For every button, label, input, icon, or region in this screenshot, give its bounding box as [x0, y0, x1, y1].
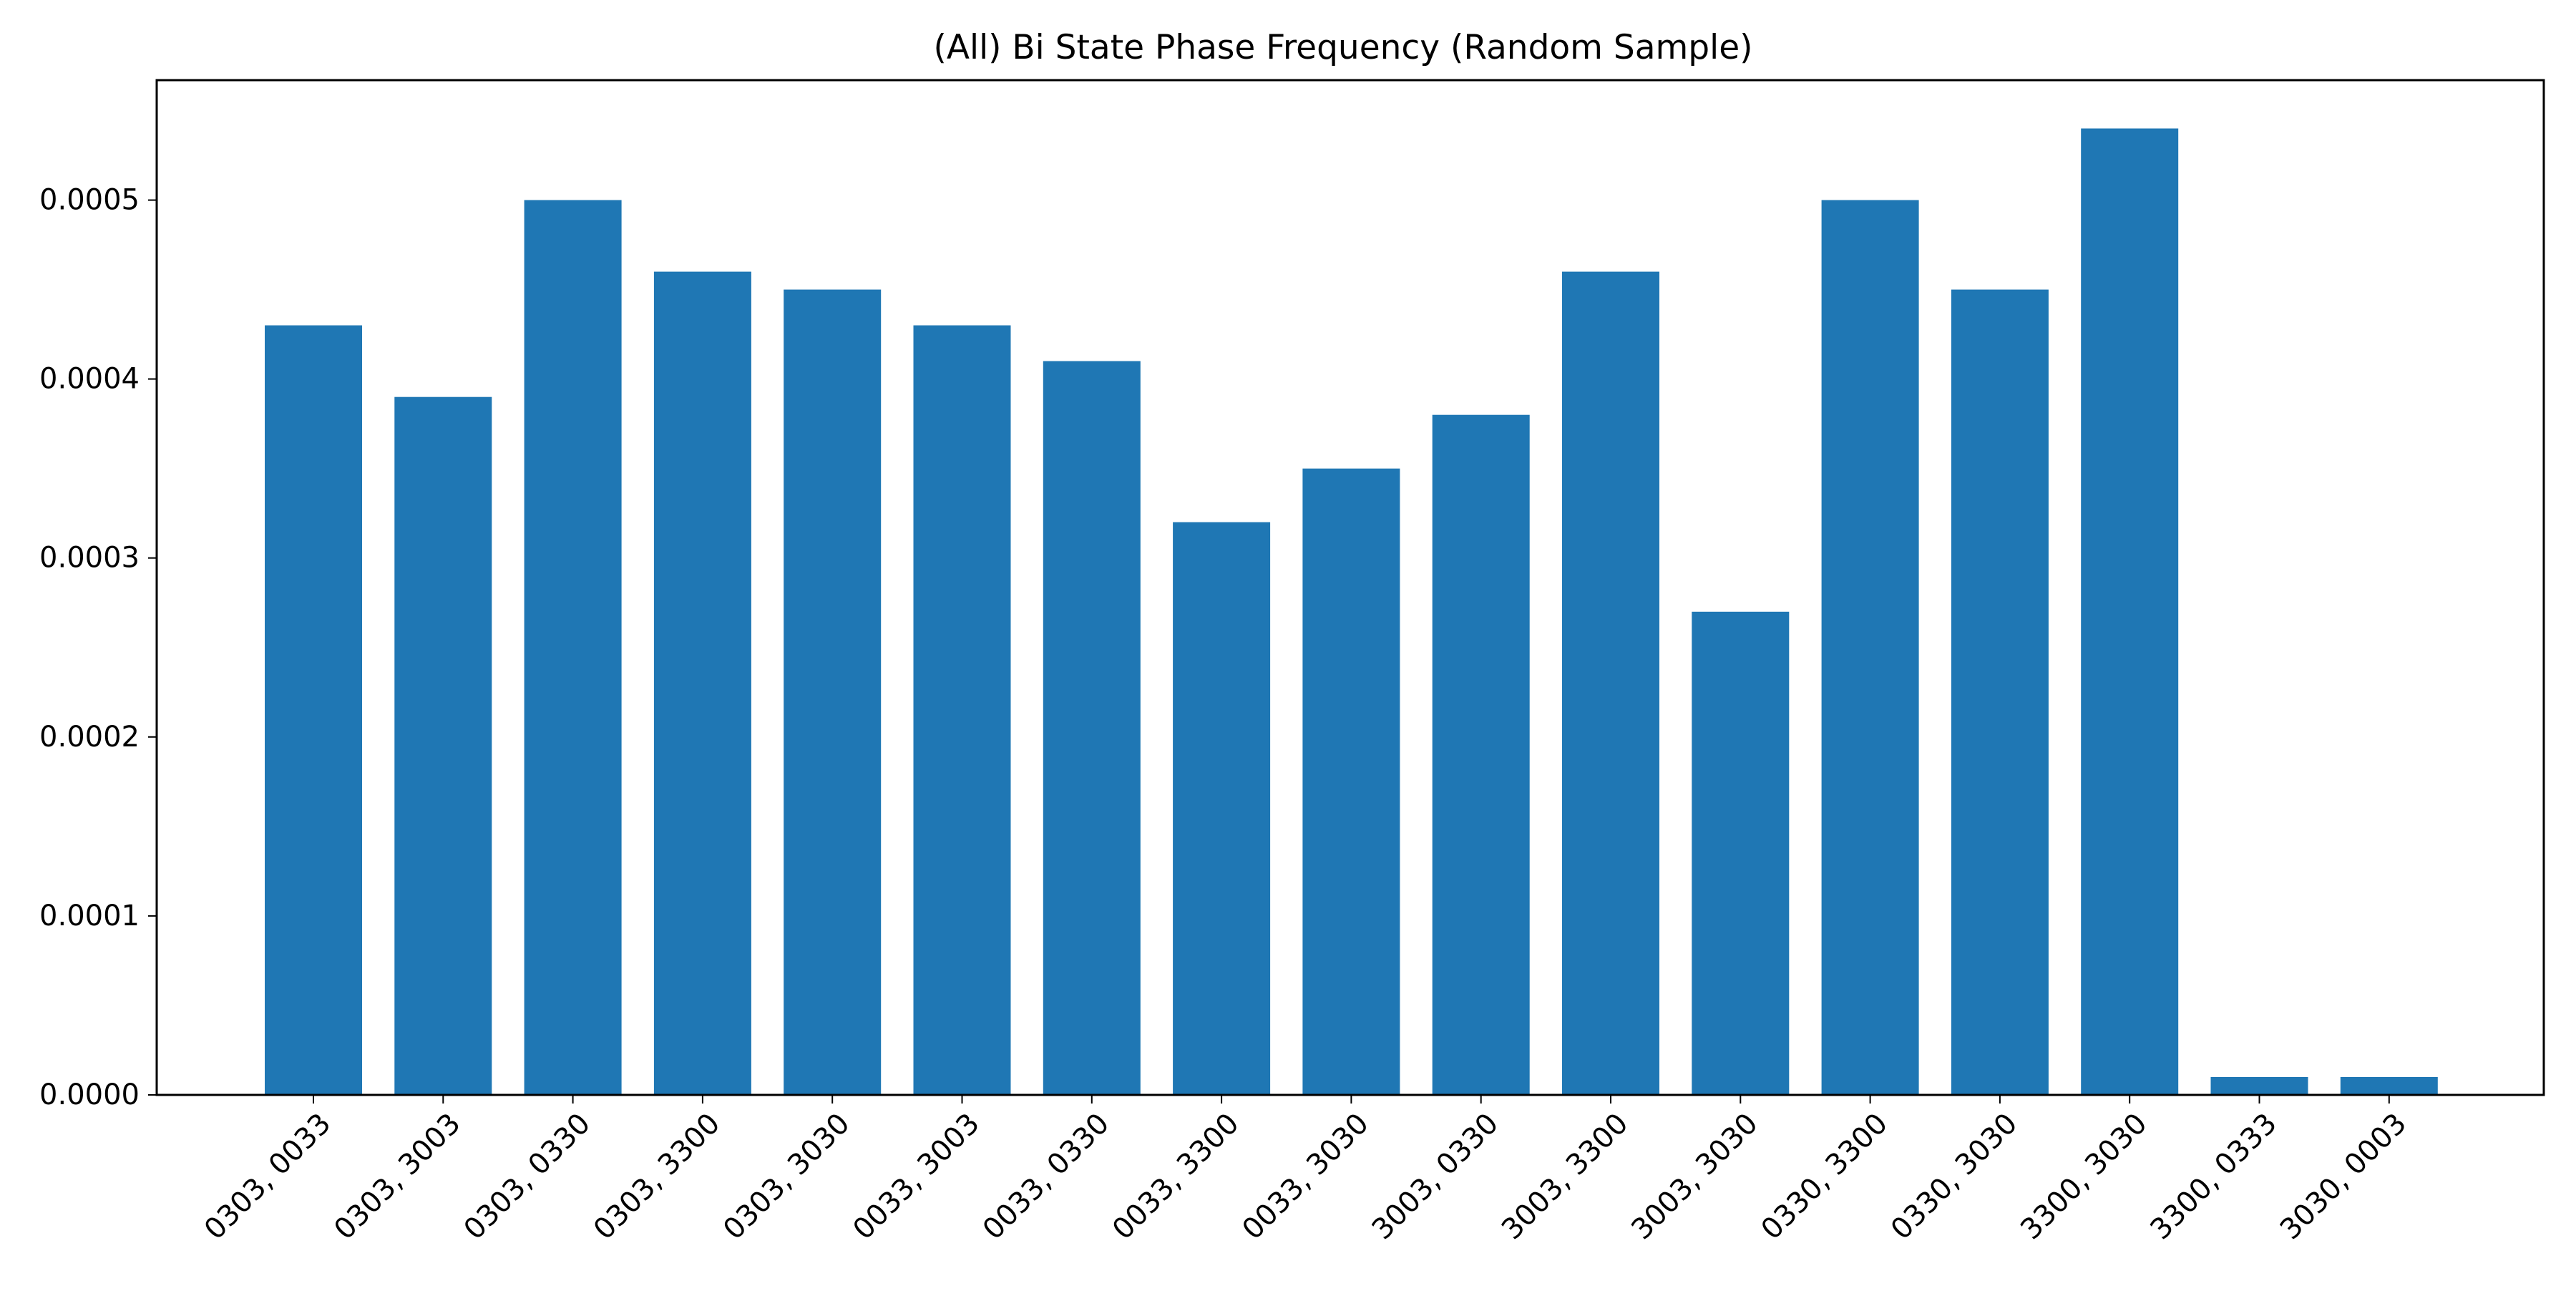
chart-title: (All) Bi State Phase Frequency (Random S…	[934, 28, 1753, 67]
bar	[2081, 128, 2179, 1095]
plot-frame	[155, 79, 2545, 1096]
x-tick-label: 0303, 0330	[458, 1107, 597, 1246]
x-tick-label: 0303, 3300	[587, 1107, 726, 1246]
x-tick-label: 0033, 3030	[1236, 1107, 1375, 1246]
x-tick-label: 3300, 0333	[2144, 1107, 2283, 1246]
bars-layer	[265, 128, 2438, 1096]
x-tick-label: 0033, 0330	[977, 1107, 1116, 1246]
x-tick-label: 0330, 3030	[1885, 1107, 2024, 1246]
y-tick-label: 0.0001	[39, 900, 140, 932]
x-tick-label: 0303, 3003	[328, 1107, 467, 1246]
y-tick-label: 0.0004	[39, 363, 140, 396]
bar	[1432, 414, 1530, 1095]
x-tick-label: 0033, 3003	[847, 1107, 985, 1246]
y-tick-label: 0.0005	[39, 184, 140, 217]
x-tick-label: 3003, 0330	[1366, 1107, 1505, 1246]
x-tick-label: 3003, 3300	[1496, 1107, 1634, 1246]
y-tick-label: 0.0000	[39, 1078, 140, 1111]
bar	[653, 271, 751, 1096]
x-tick-label: 3003, 3030	[1625, 1107, 1764, 1246]
x-tick-label: 0303, 3030	[717, 1107, 856, 1246]
x-tick-label: 3030, 0003	[2274, 1107, 2413, 1246]
bar	[913, 325, 1011, 1096]
bar	[1692, 611, 1790, 1095]
x-tick-label: 0303, 0033	[198, 1107, 337, 1246]
y-axis: 0.0000 0.0001 0.0002 0.0003 0.0004 0.0005	[39, 184, 157, 1111]
bar	[1043, 361, 1141, 1096]
bar	[1951, 289, 2049, 1096]
bar	[394, 396, 492, 1095]
bar	[1302, 468, 1400, 1095]
y-tick-label: 0.0003	[39, 542, 140, 575]
bar	[2340, 1077, 2438, 1095]
x-tick-label: 0033, 3300	[1106, 1107, 1245, 1246]
bar	[2210, 1077, 2308, 1095]
bar	[524, 200, 622, 1096]
bar	[265, 325, 362, 1096]
y-tick-label: 0.0002	[39, 721, 140, 754]
x-tick-label: 0330, 3300	[1755, 1107, 1894, 1246]
x-tick-label: 3300, 3030	[2014, 1107, 2153, 1246]
bar	[1821, 200, 1919, 1096]
bar	[1173, 522, 1271, 1095]
bar	[784, 289, 882, 1096]
bar	[1562, 271, 1659, 1096]
